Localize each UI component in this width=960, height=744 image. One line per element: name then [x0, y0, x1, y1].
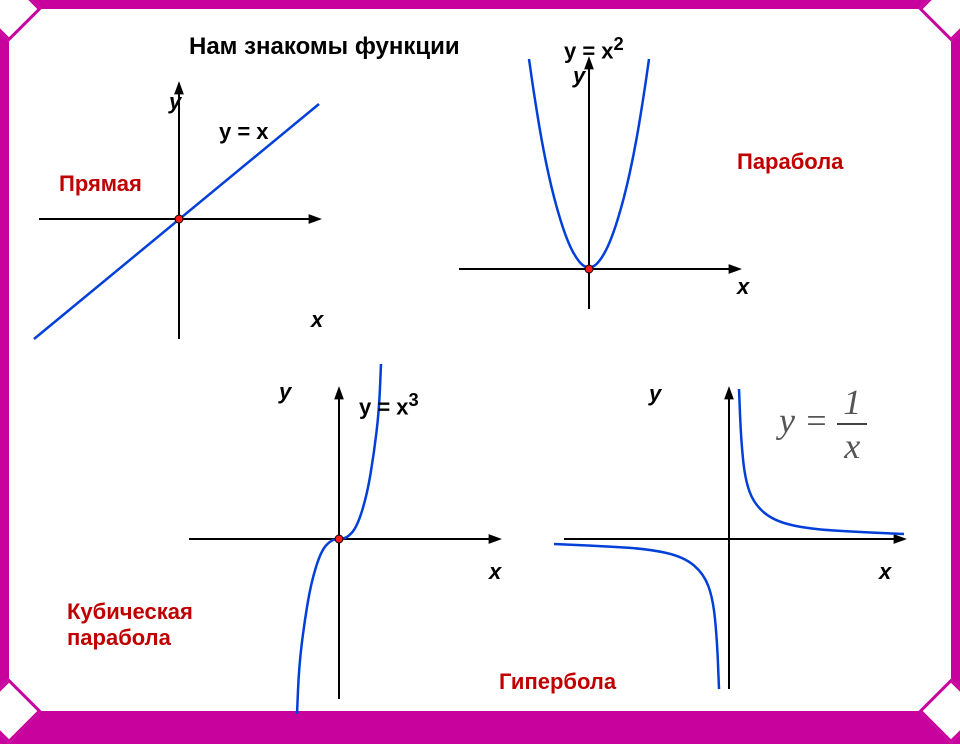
linear-y-axis-label: у [169, 89, 181, 115]
linear-equation: у = х [219, 119, 269, 145]
page-title: Нам знакомы функции [189, 33, 460, 61]
linear-x-axis-label: х [311, 307, 323, 333]
parabola-eq-sup: 2 [614, 33, 624, 54]
cubic-graph [179, 379, 499, 699]
cubic-eq-sup: 3 [409, 389, 419, 410]
parabola-eq-base: у = х [564, 38, 614, 63]
parabola-x-axis-label: х [737, 274, 749, 300]
hyperbola-equation: y = 1 x [779, 381, 867, 467]
cubic-x-axis-label: х [489, 559, 501, 585]
parabola-equation: у = х2 [564, 33, 624, 64]
corner-notch [0, 0, 42, 42]
hyperbola-eq-lhs: y = [779, 400, 828, 440]
corner-notch [918, 0, 960, 42]
cubic-y-axis-label: у [279, 379, 291, 405]
hyperbola-name: Гипербола [499, 669, 616, 695]
parabola-y-axis-label: у [573, 63, 585, 89]
corner-notch [0, 678, 42, 743]
parabola-name: Парабола [737, 149, 843, 175]
hyperbola-eq-num: 1 [837, 381, 867, 425]
corner-notch [918, 678, 960, 743]
hyperbola-eq-den: x [837, 425, 867, 467]
frame: Нам знакомы функции у х у = х Прямая у х… [6, 6, 954, 714]
hyperbola-x-axis-label: х [879, 559, 891, 585]
cubic-equation: у = х3 [359, 389, 419, 420]
hyperbola-y-axis-label: у [649, 381, 661, 407]
cubic-name: Кубическая парабола [67, 599, 193, 651]
cubic-eq-base: у = х [359, 394, 409, 419]
linear-name: Прямая [59, 171, 142, 197]
parabola-graph [449, 49, 759, 319]
